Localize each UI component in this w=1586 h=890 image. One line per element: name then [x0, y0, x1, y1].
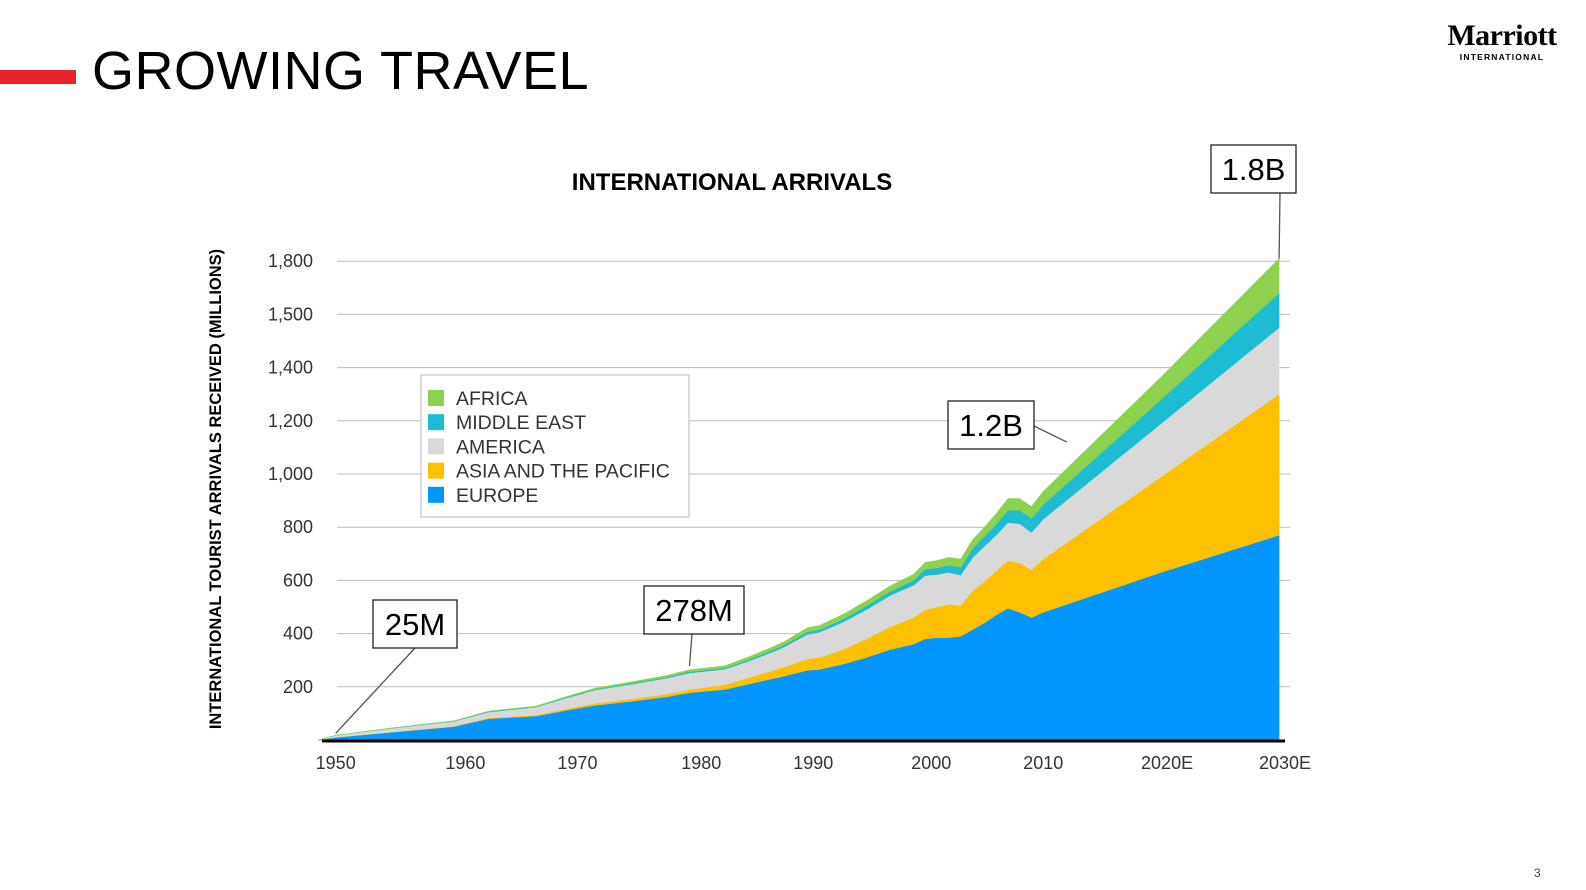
y-axis-ticks: 200 400 600 800 1,000 1,200 1,400 1,500 1,800 [268, 251, 313, 697]
x-tick-label: 1980 [681, 753, 721, 773]
y-tick-label: 800 [283, 517, 313, 537]
logo-subtitle: INTERNATIONAL [1459, 52, 1545, 62]
legend-label: ASIA AND THE PACIFIC [456, 461, 670, 483]
y-axis-label: INTERNATIONAL TOURIST ARRIVALS RECEIVED … [207, 249, 225, 729]
legend-swatch [428, 438, 444, 455]
y-tick-label: 1,200 [268, 411, 313, 431]
logo-wordmark: Marriott [1447, 19, 1557, 52]
y-tick-label: 200 [283, 677, 313, 697]
callout-label: 1.8B [1222, 152, 1286, 187]
page-number: 3 [1534, 866, 1541, 880]
x-axis-ticks: 1950 1960 1970 1980 1990 2000 2010 2020E 2030E [316, 753, 1311, 773]
callout-box [1210, 144, 1297, 194]
legend-swatch [428, 390, 444, 406]
legend-swatch [428, 462, 444, 479]
x-tick-label: 1960 [445, 753, 485, 773]
chart-title: INTERNATIONAL ARRIVALS [572, 169, 892, 196]
y-tick-label: 1,400 [268, 358, 313, 378]
callout-leader [335, 647, 416, 734]
legend-label: MIDDLE EAST [456, 412, 586, 434]
legend-box [420, 374, 690, 518]
y-tick-label: 600 [283, 570, 313, 590]
x-tick-label: 2020E [1141, 753, 1193, 773]
x-tick-label: 1970 [557, 753, 597, 773]
y-tick-label: 1,500 [268, 304, 313, 324]
callout-leader [1033, 425, 1068, 443]
callout-label: 278M [655, 593, 733, 628]
callout-box [372, 599, 458, 649]
y-tick-label: 1,000 [268, 464, 313, 484]
area-africa [317, 257, 1280, 741]
legend-label: EUROPE [456, 485, 538, 507]
x-tick-label: 1950 [316, 753, 356, 773]
legend-label: AMERICA [456, 436, 545, 458]
y-tick-label: 1,800 [268, 251, 313, 271]
x-tick-label: 1990 [793, 753, 833, 773]
x-tick-label: 2000 [911, 753, 951, 773]
chart-annotations: 25M 278M 1.2B 1.8B [335, 144, 1297, 734]
callout-leader [688, 633, 693, 667]
legend-swatch [428, 486, 444, 503]
callout-box [643, 585, 745, 635]
marriott-logo: Marriott INTERNATIONAL [1442, 19, 1562, 63]
legend-label: AFRICA [456, 388, 528, 410]
page-title: GROWING TRAVEL [92, 41, 590, 101]
callout-label: 25M [385, 607, 445, 642]
x-tick-label: 2010 [1023, 753, 1063, 773]
callout-leader [1278, 192, 1281, 259]
callout-label: 1.2B [959, 408, 1023, 443]
y-tick-label: 400 [283, 624, 313, 644]
x-tick-label: 2030E [1259, 753, 1311, 773]
callout-box [947, 400, 1035, 450]
title-accent-bar [0, 70, 76, 84]
legend-swatch [428, 414, 444, 431]
